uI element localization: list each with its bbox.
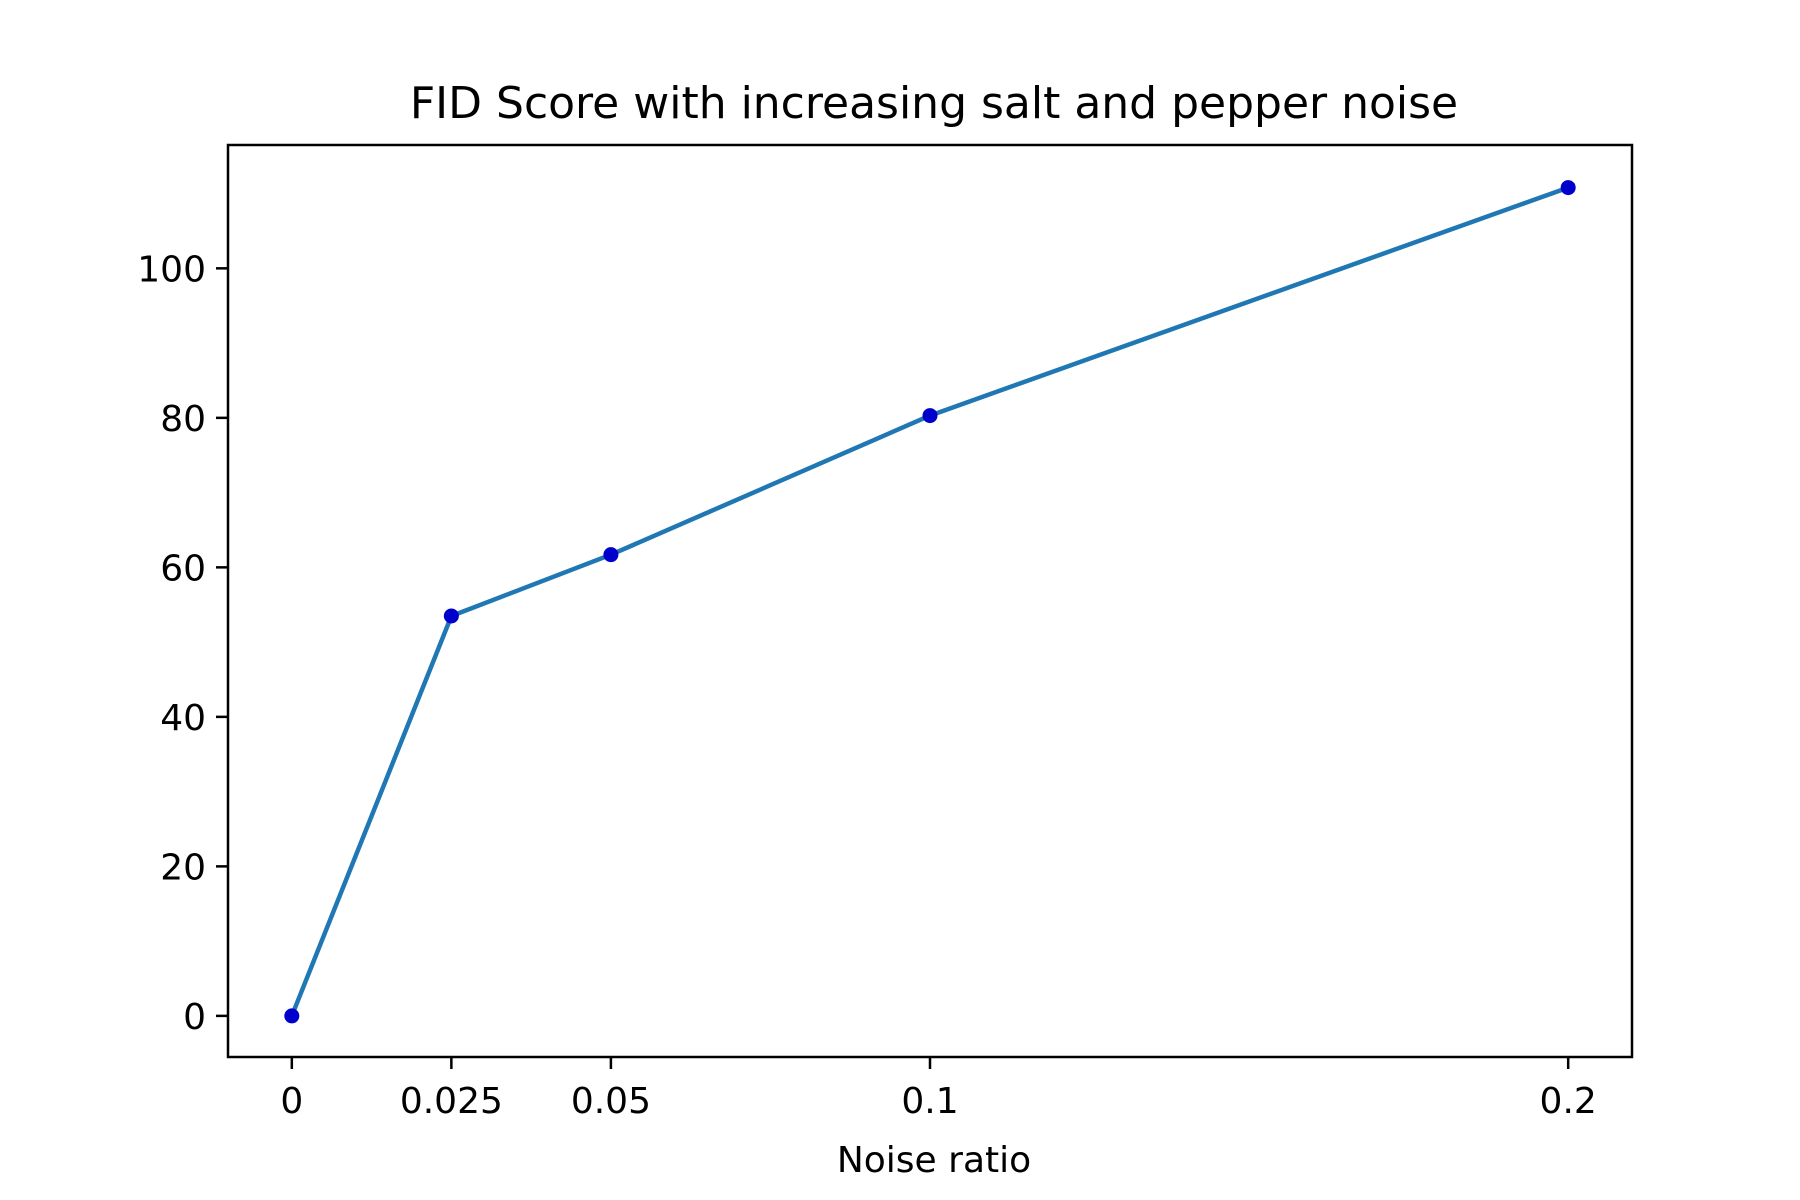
chart-title: FID Score with increasing salt and peppe…	[410, 78, 1458, 129]
data-point	[603, 547, 619, 563]
x-axis-label: Noise ratio	[837, 1140, 1031, 1181]
data-point	[284, 1008, 300, 1024]
data-point	[922, 408, 938, 424]
data-point	[1560, 180, 1576, 196]
x-tick-label: 0.05	[571, 1081, 651, 1122]
y-tick-label: 40	[160, 698, 206, 739]
x-tick-label: 0.025	[400, 1081, 503, 1122]
y-tick-label: 20	[160, 847, 206, 888]
plot-frame	[226, 143, 1634, 1059]
y-tick-label: 80	[160, 399, 206, 440]
x-tick-label: 0.1	[901, 1081, 958, 1122]
x-tick-label: 0.2	[1540, 1081, 1597, 1122]
data-point	[443, 608, 459, 624]
x-tick-label: 0	[280, 1081, 303, 1122]
y-tick-label: 0	[183, 997, 206, 1038]
y-tick-label: 100	[137, 249, 206, 290]
y-tick-label: 60	[160, 548, 206, 589]
y-axis: 0 20 40 60 80 100	[137, 249, 228, 1038]
x-axis: 0 0.025 0.05 0.1 0.2	[280, 1057, 1597, 1122]
plot-area	[284, 180, 1576, 1024]
series-line	[289, 185, 1569, 1017]
